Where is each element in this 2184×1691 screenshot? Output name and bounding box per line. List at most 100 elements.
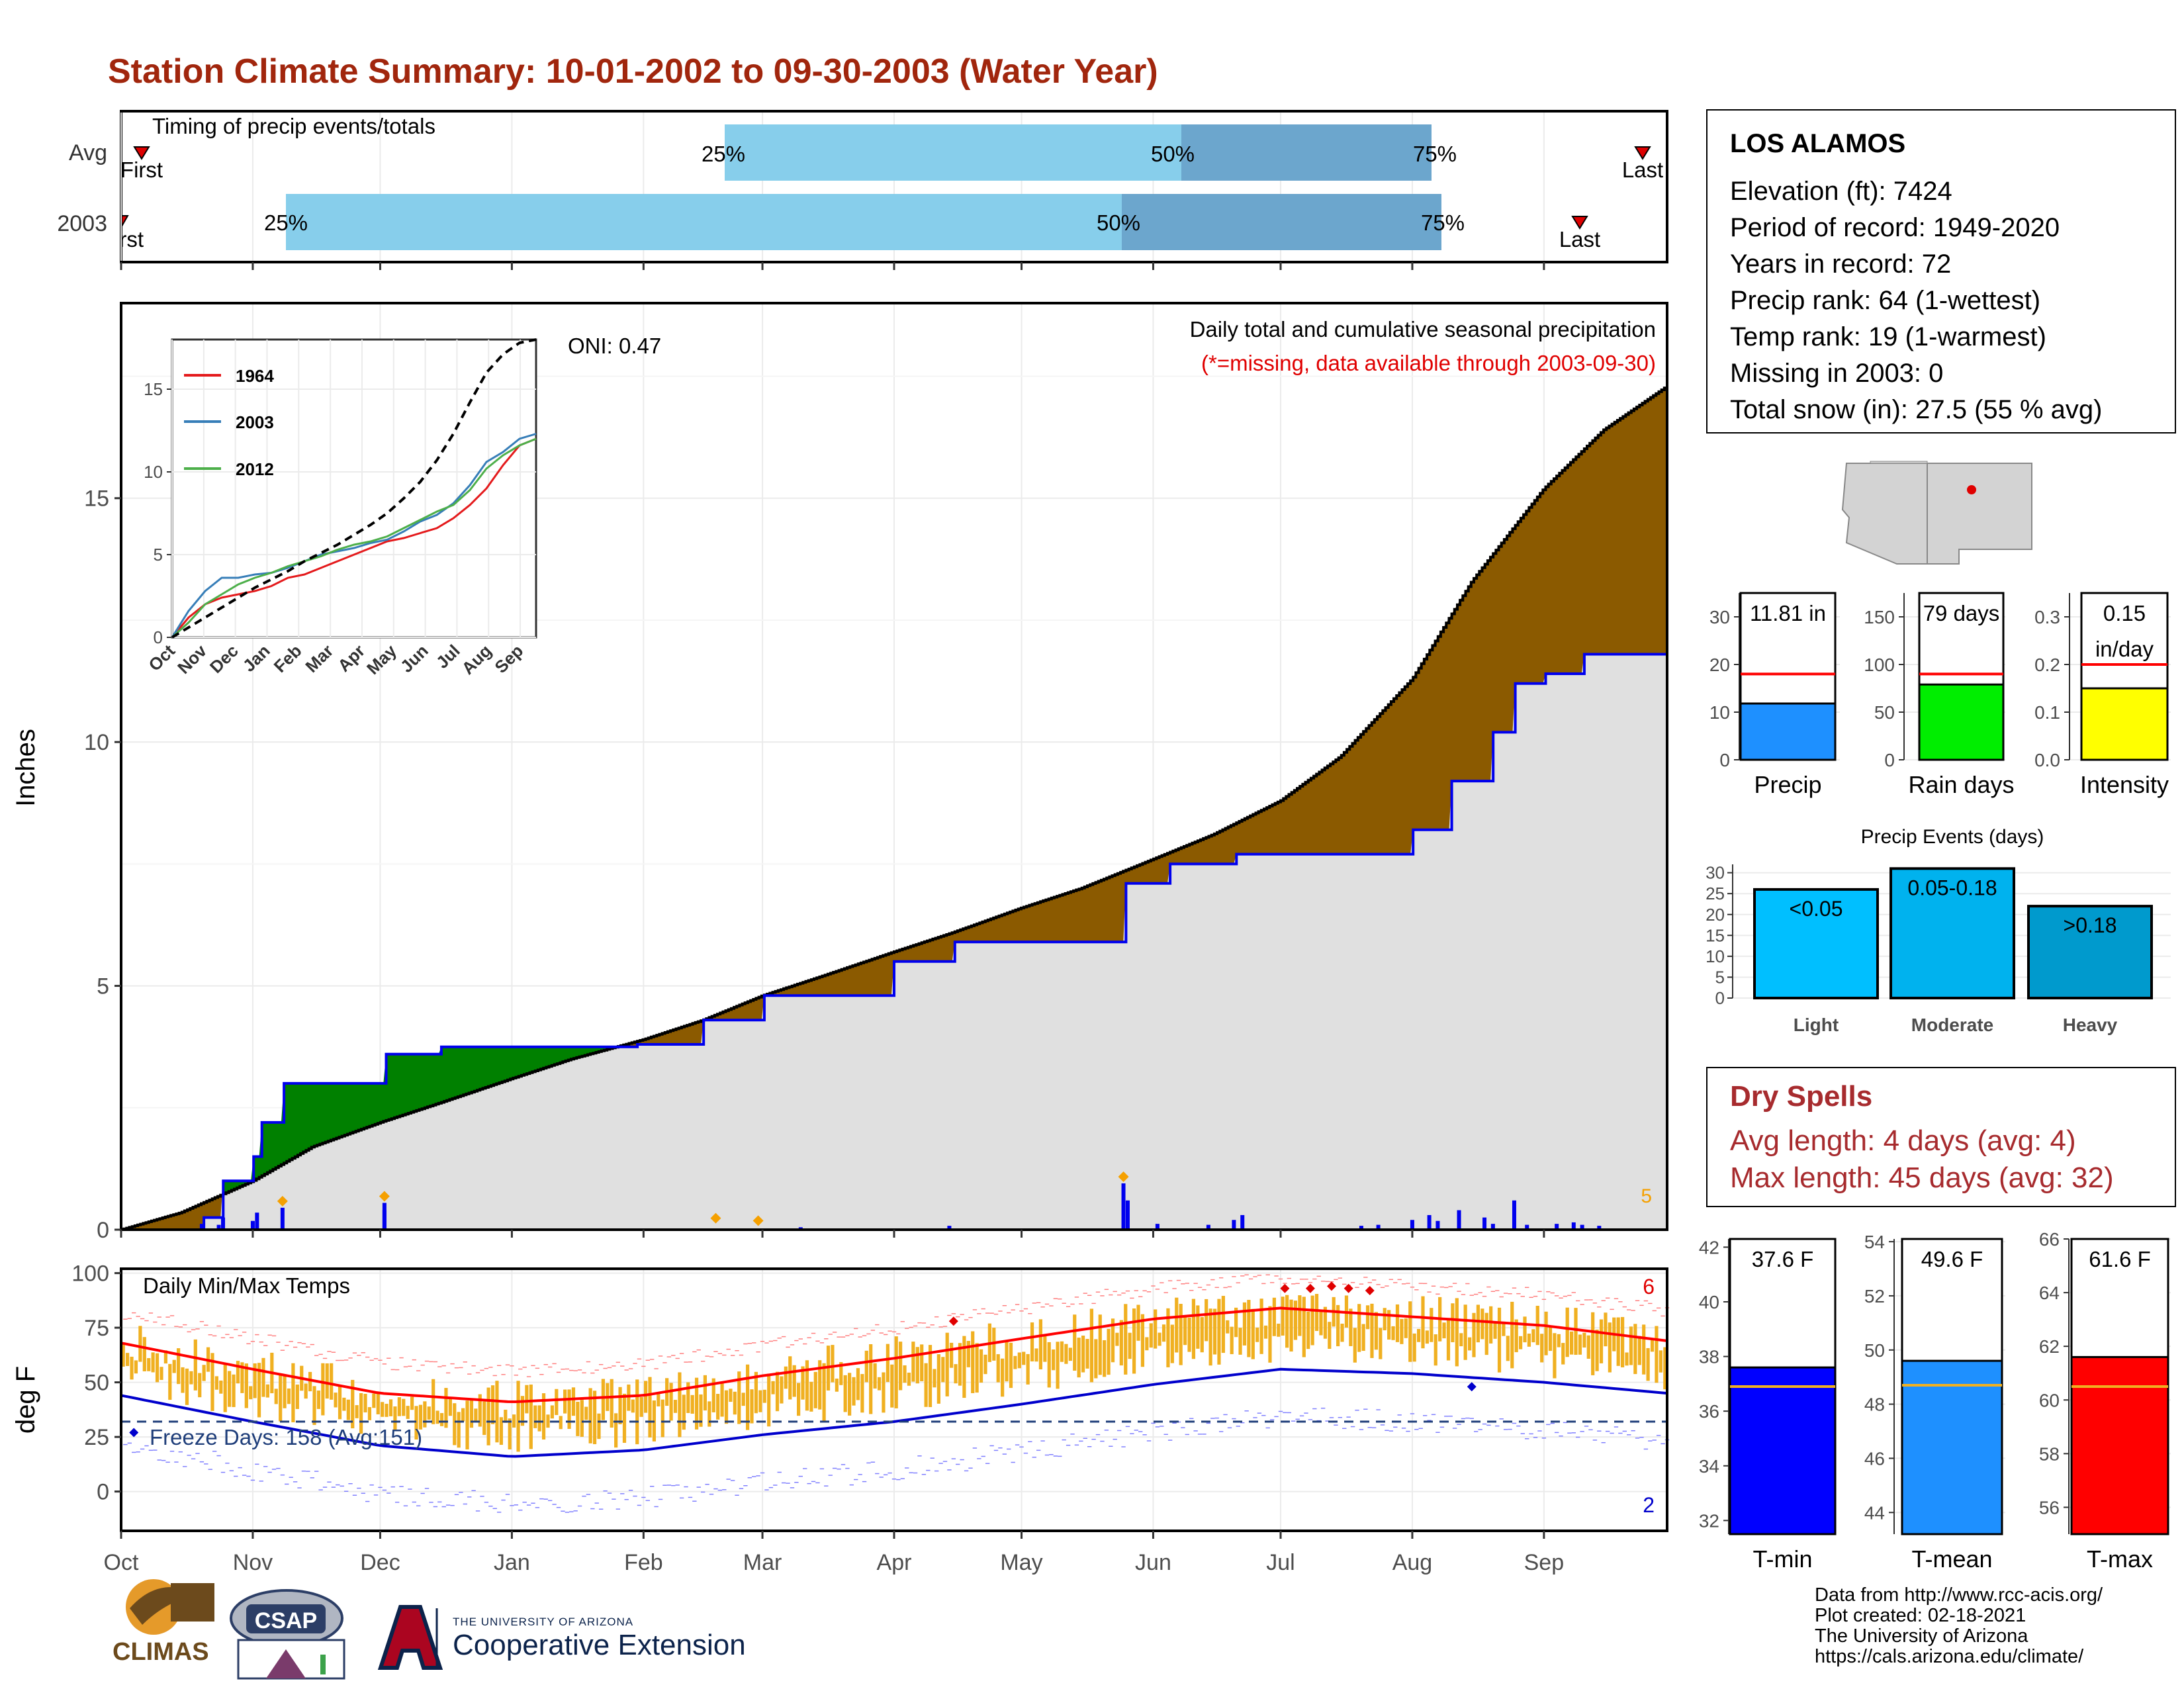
tmax-y-tick-label: 66 <box>2039 1229 2060 1250</box>
temp-daily-range <box>1226 1320 1230 1334</box>
tmax-y-tick-label: 60 <box>2039 1390 2060 1410</box>
temp-daily-range <box>966 1340 970 1367</box>
ua-logo: THE UNIVERSITY OF ARIZONA Cooperative Ex… <box>377 1605 746 1670</box>
temp-daily-range <box>414 1406 418 1440</box>
credits: Data from http://www.rcc-acis.org/ Plot … <box>1815 1585 2103 1667</box>
precip-daily-bar <box>280 1207 285 1230</box>
timing-avg-bar-50-75 <box>1181 124 1432 181</box>
temp-daily-range <box>1234 1307 1238 1338</box>
ua-logo-ext-text: Cooperative Extension <box>453 1629 746 1661</box>
tmin-value-label: 37.6 F <box>1752 1247 1814 1271</box>
dry-spells-avg: Avg length: 4 days (avg: 4) <box>1730 1124 2076 1157</box>
temp-daily-range <box>1595 1329 1599 1371</box>
temp-daily-range <box>1646 1348 1650 1381</box>
temp-daily-range <box>1043 1335 1047 1362</box>
temp-daily-range <box>214 1376 218 1390</box>
temp-daily-range <box>1319 1311 1323 1336</box>
temp-daily-range <box>856 1368 860 1400</box>
temp-daily-range <box>325 1363 329 1399</box>
temp-daily-range <box>1158 1332 1161 1346</box>
temp-daily-range <box>588 1388 592 1443</box>
precip-snow-marker <box>752 1215 764 1226</box>
temp-daily-range <box>316 1391 321 1409</box>
temp-daily-range <box>584 1406 588 1420</box>
temp-daily-range <box>877 1377 882 1391</box>
temp-daily-range <box>185 1368 189 1405</box>
climas-logo-text: CLIMAS <box>113 1638 209 1666</box>
station-info-box: LOS ALAMOS Elevation (ft): 7424 Period o… <box>1706 109 2176 434</box>
precip_total-y-tick-label: 0 <box>1719 750 1730 770</box>
temp-daily-range <box>478 1394 482 1427</box>
temp-daily-range <box>372 1393 376 1408</box>
temp-daily-range <box>1446 1320 1451 1361</box>
timing-2003-q50: 50% <box>1097 210 1140 235</box>
temp-daily-range <box>1017 1352 1021 1369</box>
temp-daily-range <box>529 1384 533 1449</box>
temp-y-tick-label: 75 <box>84 1316 109 1341</box>
temp-daily-range <box>1136 1304 1140 1341</box>
temp-daily-range <box>1328 1322 1332 1349</box>
temp-daily-range <box>177 1348 181 1385</box>
temp-daily-range <box>410 1396 414 1410</box>
credit-plot-created: Plot created: 02-18-2021 <box>1815 1605 2026 1626</box>
temp-daily-range <box>1306 1311 1310 1349</box>
map-new-mexico <box>1927 463 2032 565</box>
ua-logo-a <box>377 1605 443 1670</box>
precip-events-y-tick-label: 25 <box>1706 884 1725 903</box>
temp-daily-range <box>525 1385 529 1414</box>
station-precip-rank: Precip rank: 64 (1-wettest) <box>1730 286 2041 315</box>
temp-daily-range <box>520 1396 525 1426</box>
timing-avg-q25: 25% <box>702 142 745 166</box>
temp-daily-range <box>1161 1324 1166 1342</box>
inset-legend: 1964 2003 2012 <box>184 366 274 479</box>
temp-daily-range <box>465 1400 469 1450</box>
temp-daily-range <box>797 1383 801 1416</box>
intensity-y-tick-label: 0.0 <box>2034 750 2060 770</box>
temp-daily-range <box>351 1379 355 1429</box>
precip-events-y-tick-label: 30 <box>1706 863 1725 883</box>
temp-daily-range <box>435 1410 439 1424</box>
temp-daily-range <box>648 1377 652 1438</box>
temp-daily-range <box>232 1374 236 1408</box>
temp-daily-range <box>461 1408 465 1422</box>
temp-daily-range <box>1285 1295 1289 1348</box>
temp-daily-range <box>1001 1358 1005 1397</box>
temp-daily-range <box>388 1399 393 1416</box>
dry-spells-title: Dry Spells <box>1730 1080 1873 1113</box>
temp-daily-range <box>903 1365 907 1383</box>
temp-daily-range <box>1412 1333 1416 1362</box>
temp-daily-range <box>601 1379 605 1420</box>
temp-daily-range <box>1196 1305 1200 1349</box>
precip-y-tick-label: 5 <box>97 974 109 999</box>
temp-daily-range <box>762 1389 766 1403</box>
timing-2003-bar-50-75 <box>1122 194 1441 250</box>
temp-daily-range <box>423 1401 427 1428</box>
precip-events-y-tick-label: 5 <box>1715 967 1725 987</box>
temp-daily-range <box>788 1356 792 1400</box>
temp-daily-range <box>1030 1322 1034 1362</box>
temp-y-axis: 0 25 50 75 100 <box>71 1261 121 1505</box>
month-label: Mar <box>743 1550 782 1575</box>
precip-y-axis: 0 5 10 15 <box>84 486 1545 1243</box>
timing-label: Timing of precip events/totals <box>152 114 435 138</box>
temp-daily-range <box>979 1349 983 1383</box>
temp-daily-range <box>822 1363 826 1422</box>
temp-daily-range <box>355 1405 359 1418</box>
temp-daily-range <box>1200 1316 1204 1353</box>
tmax-y-tick-label: 56 <box>2039 1497 2060 1518</box>
temp-daily-range <box>694 1377 699 1430</box>
summary-chart-tmean: 44 46 48 50 52 54 49.6 F T-mean <box>1864 1232 2005 1573</box>
temp-daily-range <box>1111 1318 1115 1363</box>
tmax-y-tick-label: 64 <box>2039 1283 2060 1303</box>
temp-daily-range <box>813 1371 817 1408</box>
temp-daily-range <box>1642 1324 1646 1375</box>
timing-avg-q50: 50% <box>1151 142 1195 166</box>
tmax-value-label: 61.6 F <box>2089 1247 2151 1271</box>
precip-daily-bar <box>1482 1217 1487 1230</box>
temp-daily-range <box>1310 1295 1314 1346</box>
summary-chart-precip_total: 0 10 20 30 11.81 in Precip <box>1709 592 1840 798</box>
timing-avg-q75: 75% <box>1413 142 1457 166</box>
temp-daily-range <box>330 1363 334 1400</box>
temp-daily-range <box>1365 1305 1370 1330</box>
